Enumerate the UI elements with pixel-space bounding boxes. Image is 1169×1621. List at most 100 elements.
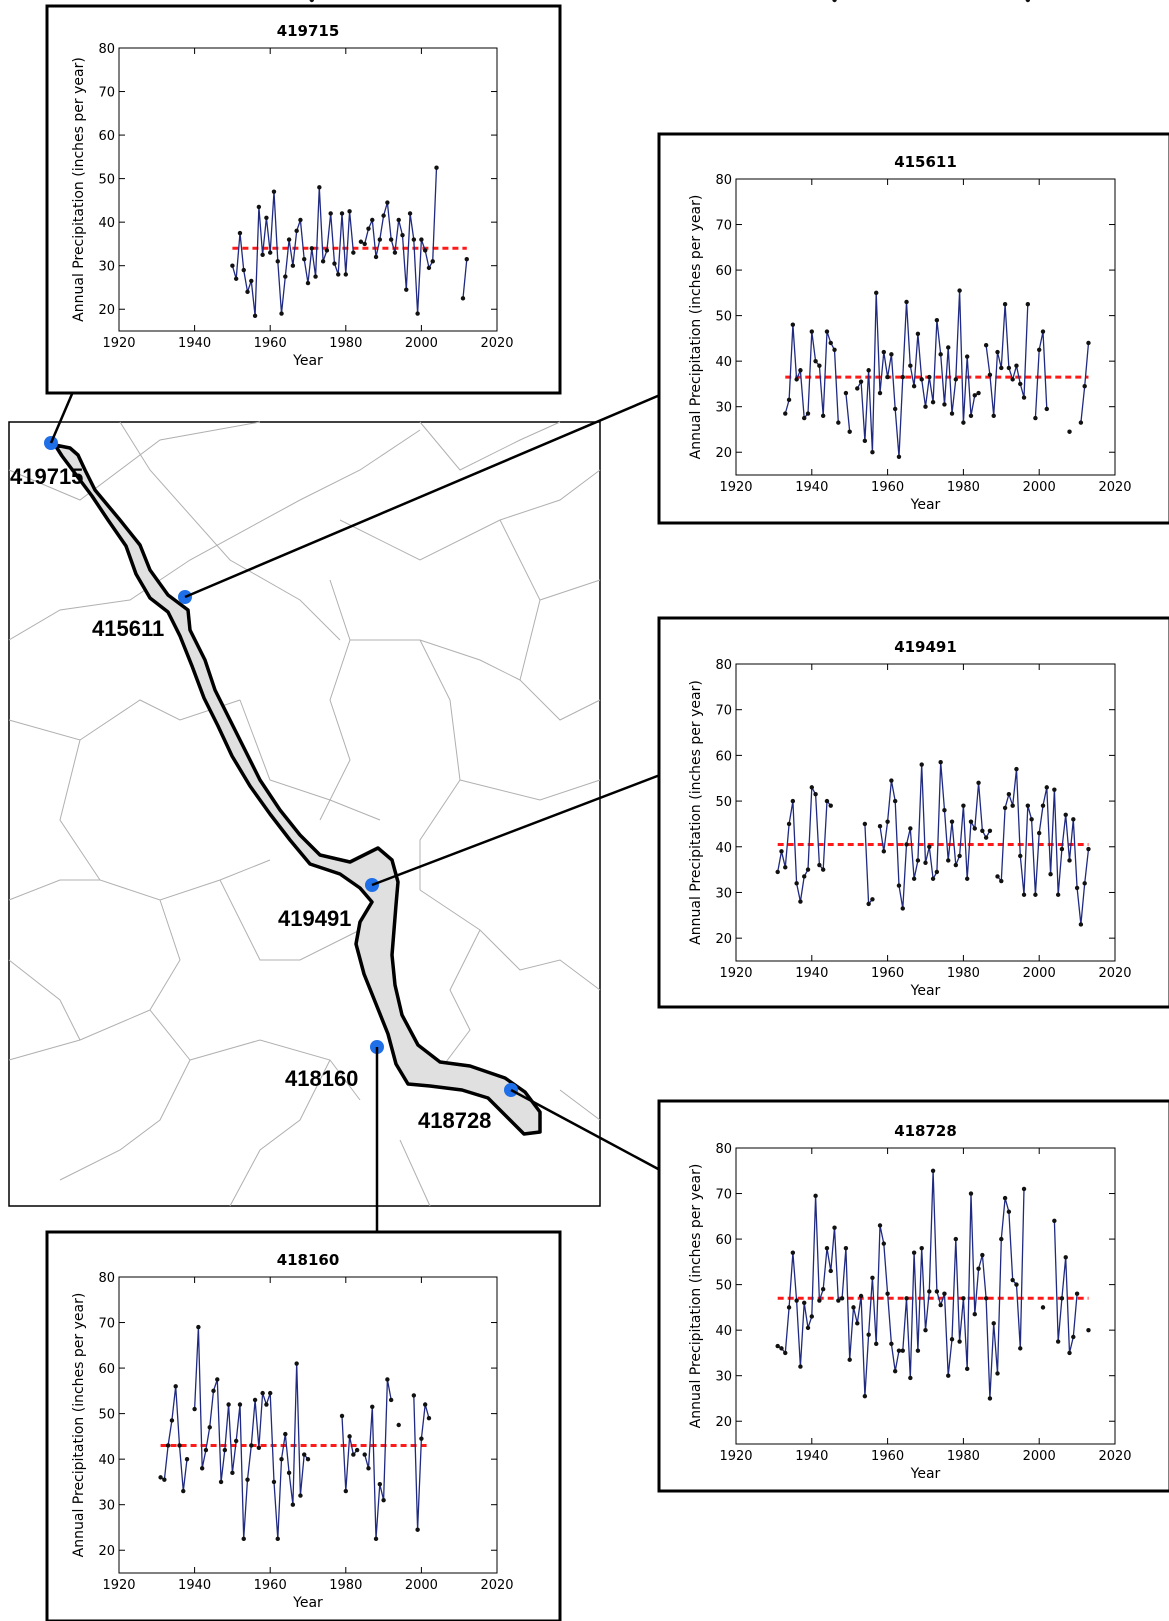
data-point (426, 1415, 432, 1421)
data-point (426, 265, 432, 271)
data-point (934, 1289, 940, 1294)
data-point (786, 1305, 792, 1310)
series-line (845, 392, 851, 432)
data-point (286, 237, 292, 242)
y-tick-label: 50 (715, 795, 732, 810)
data-point (911, 1250, 917, 1255)
data-point (302, 256, 307, 262)
data-point (388, 237, 394, 242)
y-tick-label: 30 (98, 1499, 115, 1514)
x-tick-label: 1980 (329, 1578, 362, 1593)
data-point (290, 263, 296, 268)
data-point (976, 390, 981, 396)
data-point (862, 1393, 868, 1399)
x-tick-label: 1920 (719, 1449, 752, 1464)
data-point (1006, 792, 1012, 797)
data-point (892, 1368, 898, 1374)
leader-lines (49, 379, 661, 1234)
data-point (162, 1477, 167, 1482)
data-point (1078, 922, 1084, 927)
data-point (362, 1452, 367, 1457)
data-point (203, 1447, 209, 1453)
data-point (824, 329, 830, 334)
data-point (813, 358, 818, 364)
data-point (881, 1241, 887, 1246)
data-point (802, 415, 807, 421)
data-point (877, 824, 883, 829)
data-point (460, 296, 466, 301)
y-tick-label: 70 (98, 1317, 115, 1332)
data-point (422, 248, 428, 253)
data-point (957, 1339, 962, 1344)
data-point (877, 390, 883, 396)
y-axis-label: Annual Precipitation (inches per year) (688, 680, 704, 945)
data-point (999, 365, 1004, 371)
data-point (934, 317, 940, 323)
data-point (889, 1341, 894, 1347)
data-point (1055, 892, 1061, 897)
data-point (802, 1300, 807, 1306)
data-point (230, 263, 235, 268)
data-point (199, 1466, 205, 1471)
data-point (464, 256, 469, 262)
data-point (1063, 812, 1068, 817)
data-point (923, 860, 928, 865)
data-point (366, 1466, 371, 1471)
data-point (1014, 1282, 1019, 1287)
data-point (241, 267, 246, 273)
data-point (953, 862, 959, 868)
data-point (207, 1425, 212, 1430)
data-point (237, 1402, 243, 1407)
data-point (972, 1312, 977, 1317)
series-line (1034, 331, 1048, 419)
plot-area (118, 1276, 498, 1574)
data-point (832, 347, 837, 352)
x-tick-label: 1980 (947, 1449, 980, 1464)
data-point (839, 1296, 845, 1301)
data-point (298, 217, 303, 223)
data-point (1025, 803, 1031, 808)
data-point (1086, 1327, 1091, 1333)
data-point (1067, 1350, 1072, 1356)
x-tick-label: 2000 (1023, 1449, 1056, 1464)
data-point (843, 390, 849, 396)
y-tick-label: 60 (715, 1233, 732, 1248)
data-point (976, 1266, 981, 1271)
data-point (805, 867, 811, 872)
data-point (820, 1286, 826, 1292)
data-point (896, 883, 902, 888)
data-point (324, 248, 330, 253)
data-point (828, 803, 833, 808)
data-point (339, 1413, 345, 1419)
chart-title: 418160 (277, 1251, 340, 1269)
data-point (832, 1225, 837, 1230)
data-point (181, 1488, 186, 1494)
data-point (385, 1377, 390, 1382)
data-point (260, 252, 265, 258)
data-point (373, 254, 379, 260)
data-point (169, 1418, 175, 1423)
data-point (1010, 803, 1015, 808)
data-point (786, 397, 792, 403)
data-point (268, 250, 273, 255)
data-point (972, 393, 977, 398)
data-point (313, 274, 318, 279)
x-axis-label: Year (292, 353, 323, 369)
data-point (889, 778, 894, 783)
data-point (847, 429, 852, 434)
data-point (923, 1327, 928, 1333)
y-tick-label: 20 (715, 1415, 732, 1430)
data-point (1037, 830, 1042, 836)
data-point (983, 835, 989, 840)
y-tick-label: 30 (98, 260, 115, 275)
data-point (286, 1470, 292, 1476)
data-point (953, 1236, 959, 1242)
chart-title: 418728 (894, 1122, 957, 1140)
data-point (1074, 1291, 1080, 1296)
data-point (968, 413, 974, 418)
data-point (377, 237, 383, 242)
data-point (1044, 406, 1049, 412)
data-point (192, 1406, 197, 1412)
data-point (377, 1482, 383, 1487)
data-point (802, 874, 807, 879)
